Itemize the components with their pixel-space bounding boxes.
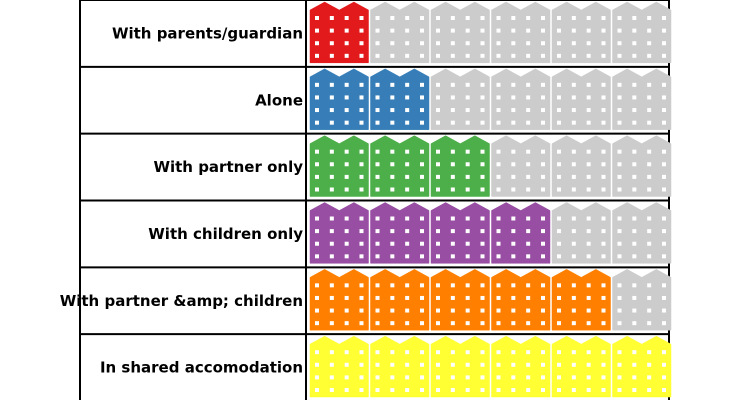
building-icon-filled (370, 335, 430, 398)
table-grid (79, 0, 670, 400)
building-icon-empty (612, 68, 672, 130)
row-label: Alone (255, 91, 303, 109)
building-icon-filled (430, 135, 490, 197)
building-icon-filled (551, 269, 611, 331)
building-icon-empty (491, 1, 551, 64)
building-icon-filled (309, 68, 369, 130)
building-icon-filled (309, 269, 369, 331)
building-icon-filled (430, 269, 490, 331)
building-icon-empty (551, 68, 611, 130)
building-icon-filled (430, 335, 490, 398)
building-icon-empty (551, 202, 611, 264)
building-icon-empty (370, 1, 430, 64)
building-icon-empty (551, 1, 611, 64)
building-icon-empty (430, 1, 490, 64)
building-icon-empty (491, 135, 551, 197)
row-label: In shared accomodation (100, 359, 303, 377)
building-icon-filled (430, 202, 490, 264)
building-icon-filled (491, 202, 551, 264)
row-label: With partner only (153, 158, 303, 176)
building-icon-filled (309, 1, 369, 64)
building-icon-filled (370, 135, 430, 197)
building-icons (309, 1, 672, 398)
building-icon-empty (612, 1, 672, 64)
building-icon-filled (612, 335, 672, 398)
building-icon-filled (370, 269, 430, 331)
building-icon-filled (491, 335, 551, 398)
building-icon-filled (309, 135, 369, 197)
row-label: With parents/guardian (112, 24, 303, 42)
row-labels: With parents/guardian Alone With partner o… (60, 24, 304, 376)
building-icon-empty (612, 269, 672, 331)
building-icon-filled (309, 335, 369, 398)
building-icon-empty (612, 202, 672, 264)
building-icon-empty (491, 68, 551, 130)
building-icon-empty (551, 135, 611, 197)
building-icon-filled (309, 202, 369, 264)
building-icon-filled (551, 335, 611, 398)
building-icon-filled (370, 68, 430, 130)
building-icon-empty (430, 68, 490, 130)
row-label: With children only (148, 225, 303, 243)
building-icon-filled (491, 269, 551, 331)
building-icon-filled (370, 202, 430, 264)
row-label: With partner &amp; children (60, 292, 303, 310)
building-icon-empty (612, 135, 672, 197)
